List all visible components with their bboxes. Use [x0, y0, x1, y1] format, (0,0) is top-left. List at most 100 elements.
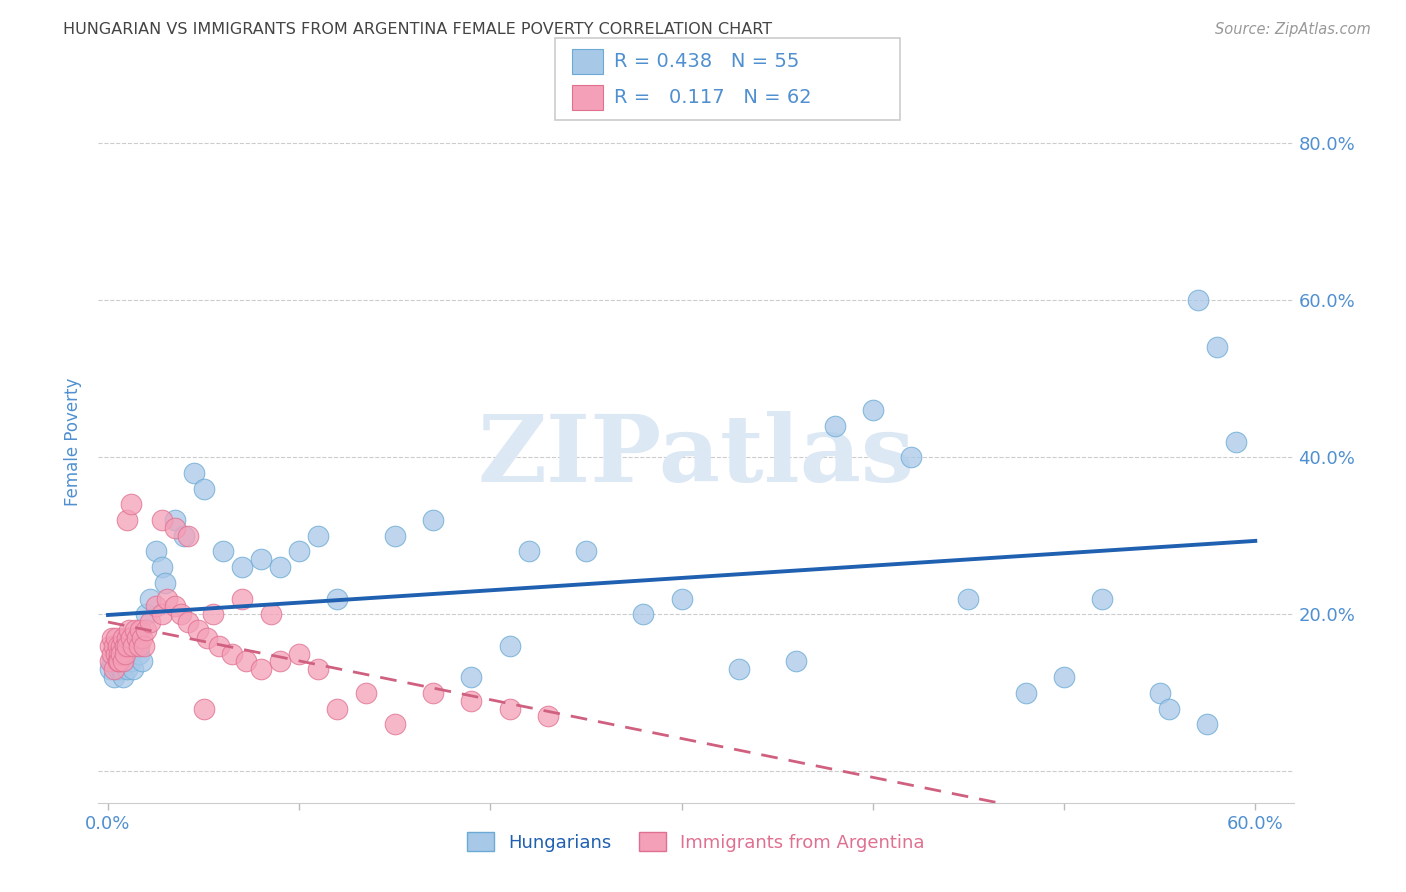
Point	[120, 631, 142, 645]
Point	[250, 552, 273, 566]
Point	[537, 709, 560, 723]
Point	[1225, 434, 1247, 449]
Point	[422, 513, 444, 527]
Point	[104, 631, 127, 645]
Point	[163, 513, 186, 527]
Point	[384, 529, 406, 543]
Point	[269, 655, 291, 669]
Point	[354, 686, 377, 700]
Point	[115, 631, 138, 645]
Point	[145, 599, 167, 614]
Point	[384, 717, 406, 731]
Point	[107, 655, 129, 669]
Point	[110, 647, 132, 661]
Text: R =   0.117   N = 62: R = 0.117 N = 62	[614, 87, 813, 107]
Point	[139, 591, 162, 606]
Point	[103, 662, 125, 676]
Point	[288, 544, 311, 558]
Point	[197, 631, 219, 645]
Point	[163, 521, 186, 535]
Point	[498, 639, 520, 653]
Text: R = 0.438   N = 55: R = 0.438 N = 55	[614, 52, 800, 71]
Point	[135, 623, 157, 637]
Point	[115, 513, 138, 527]
Point	[785, 655, 807, 669]
Point	[1197, 717, 1219, 731]
Point	[671, 591, 693, 606]
Point	[900, 450, 922, 465]
Point	[193, 482, 215, 496]
Y-axis label: Female Poverty: Female Poverty	[65, 377, 83, 506]
Point	[114, 647, 136, 661]
Point	[128, 647, 150, 661]
Point	[112, 670, 135, 684]
Point	[110, 639, 132, 653]
Point	[326, 591, 349, 606]
Point	[145, 544, 167, 558]
Point	[177, 529, 200, 543]
Point	[187, 623, 209, 637]
Point	[269, 560, 291, 574]
Point	[107, 662, 129, 676]
Point	[250, 662, 273, 676]
Point	[112, 631, 135, 645]
Point	[125, 631, 148, 645]
Point	[728, 662, 751, 676]
Text: HUNGARIAN VS IMMIGRANTS FROM ARGENTINA FEMALE POVERTY CORRELATION CHART: HUNGARIAN VS IMMIGRANTS FROM ARGENTINA F…	[63, 22, 772, 37]
Point	[128, 639, 150, 653]
Point	[460, 694, 482, 708]
Point	[150, 607, 173, 622]
Point	[114, 655, 136, 669]
Point	[177, 615, 200, 630]
Point	[422, 686, 444, 700]
Point	[125, 639, 148, 653]
Point	[150, 560, 173, 574]
Point	[259, 607, 281, 622]
Point	[460, 670, 482, 684]
Point	[131, 655, 153, 669]
Point	[221, 647, 243, 661]
Point	[108, 655, 131, 669]
Point	[517, 544, 540, 558]
Point	[169, 607, 191, 622]
Point	[824, 418, 846, 433]
Point	[115, 662, 138, 676]
Point	[112, 655, 135, 669]
Point	[150, 513, 173, 527]
Point	[124, 623, 146, 637]
Point	[121, 662, 143, 676]
Point	[98, 639, 121, 653]
Point	[862, 403, 884, 417]
Point	[326, 701, 349, 715]
Point	[120, 497, 142, 511]
Point	[633, 607, 655, 622]
Point	[231, 591, 253, 606]
Point	[1091, 591, 1114, 606]
Point	[110, 662, 132, 676]
Point	[957, 591, 980, 606]
Point	[101, 647, 124, 661]
Point	[211, 544, 233, 558]
Legend: Hungarians, Immigrants from Argentina: Hungarians, Immigrants from Argentina	[460, 825, 932, 859]
Text: ZIPatlas: ZIPatlas	[478, 411, 914, 501]
Point	[108, 647, 131, 661]
Point	[115, 639, 138, 653]
Text: Source: ZipAtlas.com: Source: ZipAtlas.com	[1215, 22, 1371, 37]
Point	[208, 639, 231, 653]
Point	[1159, 701, 1181, 715]
Point	[202, 607, 225, 622]
Point	[98, 655, 121, 669]
Point	[135, 607, 157, 622]
Point	[129, 623, 152, 637]
Point	[131, 631, 153, 645]
Point	[134, 639, 156, 653]
Point	[103, 639, 125, 653]
Point	[1015, 686, 1038, 700]
Point	[307, 662, 329, 676]
Point	[155, 575, 177, 590]
Point	[1149, 686, 1171, 700]
Point	[235, 655, 257, 669]
Point	[1206, 340, 1229, 354]
Point	[173, 529, 195, 543]
Point	[104, 647, 127, 661]
